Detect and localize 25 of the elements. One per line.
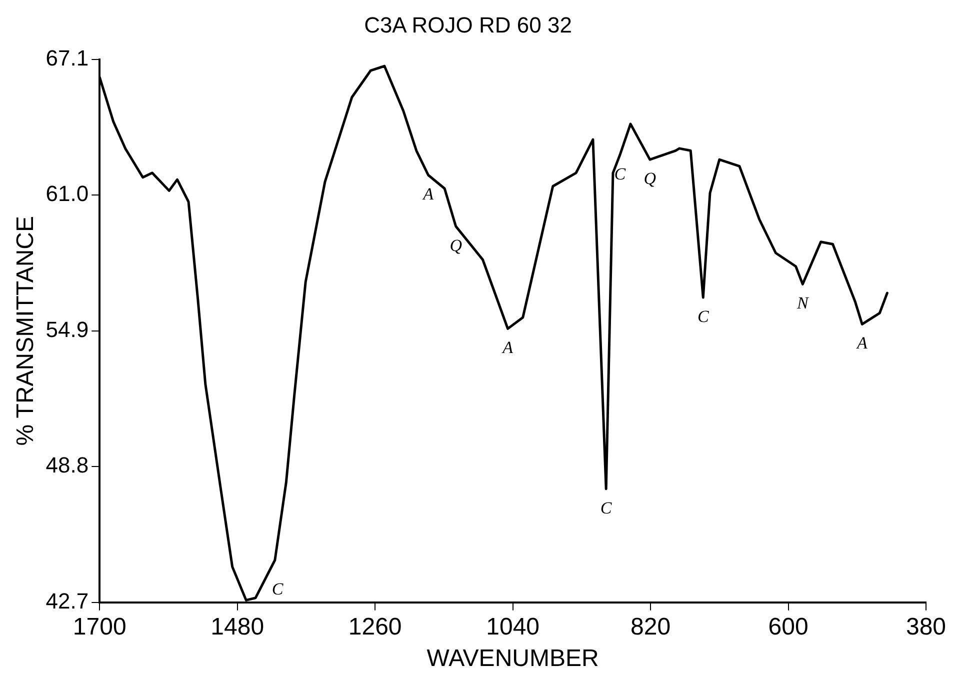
- y-axis-title: % TRANSMITTANCE: [12, 216, 40, 446]
- y-tick-label: 61.0: [46, 181, 89, 206]
- chart-title: C3A ROJO RD 60 32: [364, 12, 572, 38]
- y-tick-label: 54.9: [46, 316, 89, 342]
- y-tick-label: 48.8: [46, 452, 89, 478]
- annotation: C: [614, 164, 626, 184]
- x-tick-label: 1040: [486, 613, 540, 640]
- annotation: C: [272, 579, 284, 598]
- x-tick-label: 1700: [72, 613, 126, 640]
- x-tick-label: 820: [630, 613, 671, 640]
- y-tick-label: 42.7: [46, 588, 89, 614]
- annotation: A: [856, 334, 868, 353]
- annotation: A: [502, 338, 514, 358]
- annotation: C: [697, 306, 710, 326]
- y-tick-label: 67.1: [46, 45, 89, 70]
- annotation: C: [600, 498, 612, 518]
- x-axis-title: WAVENUMBER: [426, 645, 599, 672]
- annotation: A: [422, 184, 434, 204]
- x-tick-label: 380: [906, 613, 946, 640]
- x-tick-label: 600: [768, 613, 808, 640]
- annotation: N: [796, 294, 810, 313]
- x-tick-label: 1480: [210, 613, 264, 640]
- annotation: Q: [644, 169, 656, 188]
- annotation: Q: [450, 236, 462, 255]
- x-tick-label: 1260: [348, 613, 402, 640]
